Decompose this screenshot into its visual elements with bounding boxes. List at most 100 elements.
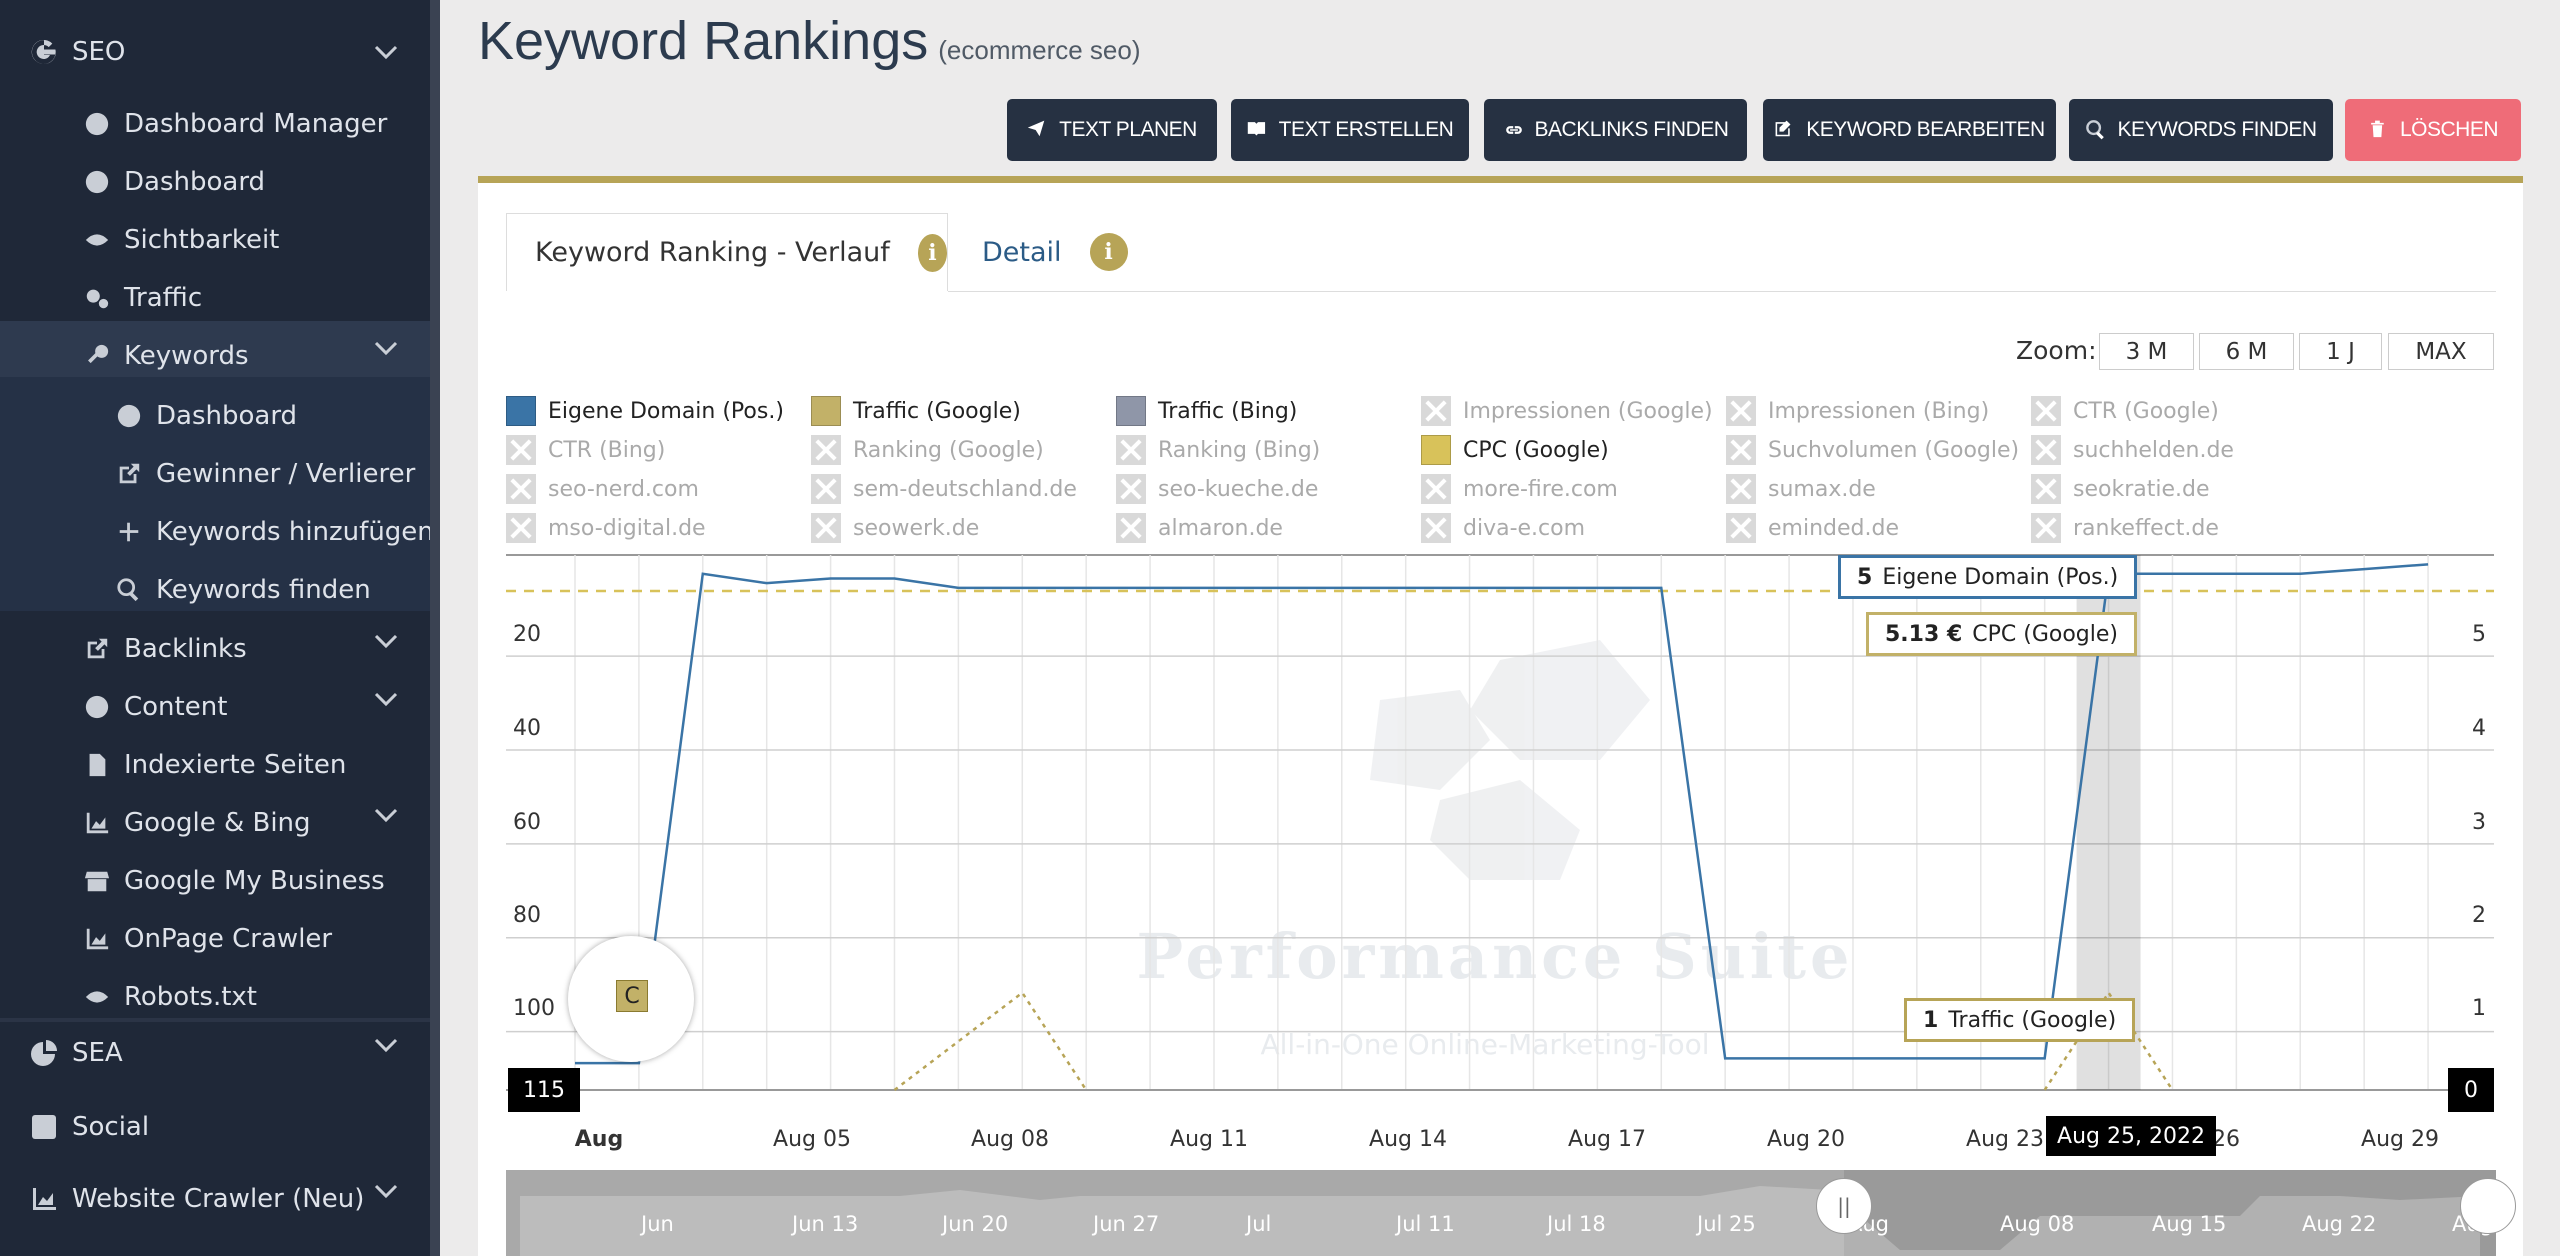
sidebar-item-traffic[interactable]: Traffic (84, 269, 202, 327)
keywords-finden-button[interactable]: KEYWORDS FINDEN (2069, 99, 2333, 161)
keyword-bearbeiten-button[interactable]: KEYWORD BEARBEITEN (1763, 99, 2056, 161)
legend-traffic-google[interactable]: Traffic (Google) (811, 396, 1021, 426)
sidebar-item-label: Keywords (124, 341, 249, 371)
chevron-down-icon[interactable] (374, 807, 398, 827)
tab-detail[interactable]: Detail i (982, 213, 1128, 291)
clock-icon (85, 695, 109, 719)
navigator-tick: Jun (641, 1212, 674, 1236)
legend-traffic-bing[interactable]: Traffic (Bing) (1116, 396, 1297, 426)
area-chart-icon (86, 928, 109, 950)
legend-sumax-de[interactable]: sumax.de (1726, 474, 1876, 504)
legend-label: Traffic (Google) (853, 398, 1021, 424)
legend-diva-e-com[interactable]: diva-e.com (1421, 513, 1585, 543)
navigator-tick: Aug 15 (2152, 1212, 2227, 1236)
sidebar-item-gewinner-verlierer[interactable]: Gewinner / Verlierer (116, 445, 415, 503)
sidebar-item-keywords[interactable]: Keywords (84, 327, 249, 385)
zoom-6m-button[interactable]: 6 M (2199, 333, 2294, 370)
legend-seo-nerd-com[interactable]: seo-nerd.com (506, 474, 699, 504)
sidebar-item-onpage-crawler[interactable]: OnPage Crawler (84, 910, 332, 968)
backlinks-finden-button[interactable]: BACKLINKS FINDEN (1484, 99, 1747, 161)
sidebar-item-label: Google & Bing (124, 808, 311, 838)
navigator-handle-right[interactable] (2460, 1178, 2516, 1234)
trash-icon (2371, 120, 2384, 138)
legend-ranking-bing[interactable]: Ranking (Bing) (1116, 435, 1320, 465)
chevron-down-icon[interactable] (374, 1183, 398, 1203)
navigator-tick: Jul 18 (1547, 1212, 1606, 1236)
legend-label: Ranking (Google) (853, 437, 1044, 463)
sidebar-item-google-my-business[interactable]: Google My Business (84, 852, 385, 910)
legend-eminded-de[interactable]: eminded.de (1726, 513, 1899, 543)
sidebar-item-indexierte-seiten[interactable]: Indexierte Seiten (84, 736, 346, 794)
sidebar-seo[interactable]: SEO (30, 23, 125, 81)
legend-label: rankeffect.de (2073, 515, 2219, 541)
info-icon[interactable]: i (1089, 233, 1128, 271)
chevron-down-icon[interactable] (374, 1037, 398, 1057)
watermark-title: Performance Suite (1137, 920, 1854, 993)
sidebar-item-content[interactable]: Content (84, 678, 227, 736)
legend-rankeffect-de[interactable]: rankeffect.de (2031, 513, 2219, 543)
legend-eigene-domain-pos[interactable]: Eigene Domain (Pos.) (506, 396, 784, 426)
chevron-down-icon[interactable] (374, 340, 398, 360)
sidebar-item-sichtbarkeit[interactable]: Sichtbarkeit (84, 211, 279, 269)
sidebar-item-dashboard-manager[interactable]: Dashboard Manager (84, 95, 387, 153)
legend-disabled-icon (1116, 435, 1146, 465)
palette-icon (117, 404, 141, 428)
sidebar-website-crawler-neu[interactable]: Website Crawler (Neu) (30, 1170, 364, 1228)
external-link-icon (119, 463, 140, 484)
text-erstellen-button[interactable]: TEXT ERSTELLEN (1231, 99, 1469, 161)
paper-plane-icon (1027, 120, 1045, 137)
legend-ranking-google[interactable]: Ranking (Google) (811, 435, 1044, 465)
sidebar-item-dashboard[interactable]: Dashboard (84, 153, 265, 211)
legend-label: Ranking (Bing) (1158, 437, 1321, 463)
legend-suchvolumen-google[interactable]: Suchvolumen (Google) (1726, 435, 2019, 465)
sidebar: SEO Dashboard Manager Dashboard Sichtbarke… (0, 0, 434, 1256)
button-label: KEYWORD BEARBEITEN (1806, 118, 2045, 141)
tab-keyword-ranking-verlauf[interactable]: Keyword Ranking - Verlauf i (506, 213, 948, 291)
search-icon (117, 578, 139, 602)
tooltip-eigene-domain: 5 Eigene Domain (Pos.) (1838, 555, 2138, 599)
legend-cpc-google[interactable]: CPC (Google) (1421, 435, 1609, 465)
legend-almaron-de[interactable]: almaron.de (1116, 513, 1283, 543)
info-icon[interactable]: i (917, 233, 947, 272)
sidebar-scrollbar[interactable] (430, 0, 440, 1256)
zoom-3m-button[interactable]: 3 M (2099, 333, 2194, 370)
legend-label: mso-digital.de (548, 515, 706, 541)
chevron-down-icon[interactable] (374, 44, 398, 64)
sidebar-item-keywords-hinzuf-gen[interactable]: Keywords hinzufügen (116, 503, 434, 561)
sidebar-item-label: Traffic (124, 283, 203, 313)
zoom-max-button[interactable]: MAX (2388, 333, 2494, 370)
legend-ctr-google[interactable]: CTR (Google) (2031, 396, 2219, 426)
legend-seowerk-de[interactable]: seowerk.de (811, 513, 979, 543)
navigator-tick: Aug 22 (2302, 1212, 2377, 1236)
tab-label: Keyword Ranking - Verlauf (535, 237, 890, 268)
loeschen-button[interactable]: LÖSCHEN (2345, 99, 2521, 161)
legend-seokratie-de[interactable]: seokratie.de (2031, 474, 2210, 504)
sidebar-item-robots-txt[interactable]: Robots.txt (84, 968, 257, 1026)
sidebar-social[interactable]: Social (30, 1098, 149, 1156)
sidebar-item-dashboard[interactable]: Dashboard (116, 387, 297, 445)
x-tick: Aug 23 (1966, 1127, 2044, 1152)
legend-more-fire-com[interactable]: more-fire.com (1421, 474, 1618, 504)
sidebar-sea[interactable]: SEA (30, 1024, 123, 1082)
x-tick: Aug 17 (1568, 1127, 1646, 1152)
navigator-handle-left[interactable]: || (1816, 1178, 1872, 1234)
navigator-tick: Jun 27 (1093, 1212, 1160, 1236)
legend-impressionen-google[interactable]: Impressionen (Google) (1421, 396, 1713, 426)
legend-sem-deutschland-de[interactable]: sem-deutschland.de (811, 474, 1077, 504)
sidebar-item-backlinks[interactable]: Backlinks (84, 620, 247, 678)
sidebar-item-keywords-finden[interactable]: Keywords finden (116, 561, 371, 619)
legend-impressionen-bing[interactable]: Impressionen (Bing) (1726, 396, 1989, 426)
legend-suchhelden-de[interactable]: suchhelden.de (2031, 435, 2234, 465)
legend-seo-kueche-de[interactable]: seo-kueche.de (1116, 474, 1318, 504)
text-planen-button[interactable]: TEXT PLANEN (1007, 99, 1217, 161)
zoom-1j-button[interactable]: 1 J (2299, 333, 2382, 370)
x-tick: Aug 11 (1170, 1127, 1248, 1152)
chevron-down-icon[interactable] (374, 633, 398, 653)
legend-swatch (811, 396, 841, 426)
sidebar-item-google-bing[interactable]: Google & Bing (84, 794, 311, 852)
legend-ctr-bing[interactable]: CTR (Bing) (506, 435, 665, 465)
legend-mso-digital-de[interactable]: mso-digital.de (506, 513, 706, 543)
annotation-bubble[interactable]: C (568, 936, 694, 1062)
chevron-down-icon[interactable] (374, 691, 398, 711)
sidebar-item-label: Keywords hinzufügen (156, 517, 434, 547)
